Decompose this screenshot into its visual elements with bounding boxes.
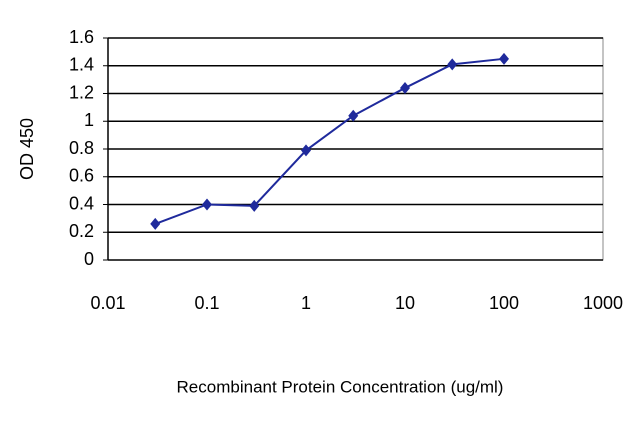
x-axis-label: Recombinant Protein Concentration (ug/ml…	[177, 377, 504, 396]
x-tick-label: 10	[395, 293, 415, 313]
marker	[348, 109, 359, 122]
marker	[400, 81, 410, 94]
y-tick-label: 1.4	[69, 55, 94, 75]
x-tick-label: 100	[489, 293, 519, 313]
y-tick-label: 0.4	[69, 193, 94, 213]
marker	[499, 52, 509, 65]
y-tick-label: 1.6	[69, 27, 94, 47]
y-tick-label: 1	[84, 110, 94, 130]
y-tick-label: 0.8	[69, 138, 94, 158]
x-tick-label: 1	[301, 293, 311, 313]
x-tick-label: 0.01	[90, 293, 125, 313]
line	[154, 57, 505, 225]
marker	[447, 58, 458, 71]
marker	[150, 217, 161, 230]
marker	[301, 144, 311, 157]
marker	[202, 198, 212, 211]
y-tick-label: 0.2	[69, 221, 94, 241]
marker	[249, 199, 260, 212]
y-axis-label: OD 450	[17, 118, 37, 180]
y-tick-label: 0.6	[69, 166, 94, 186]
x-tick-label: 1000	[583, 293, 623, 313]
y-tick-label: 0	[84, 249, 94, 269]
x-tick-label: 0.1	[194, 293, 219, 313]
y-tick-label: 1.2	[69, 82, 94, 102]
